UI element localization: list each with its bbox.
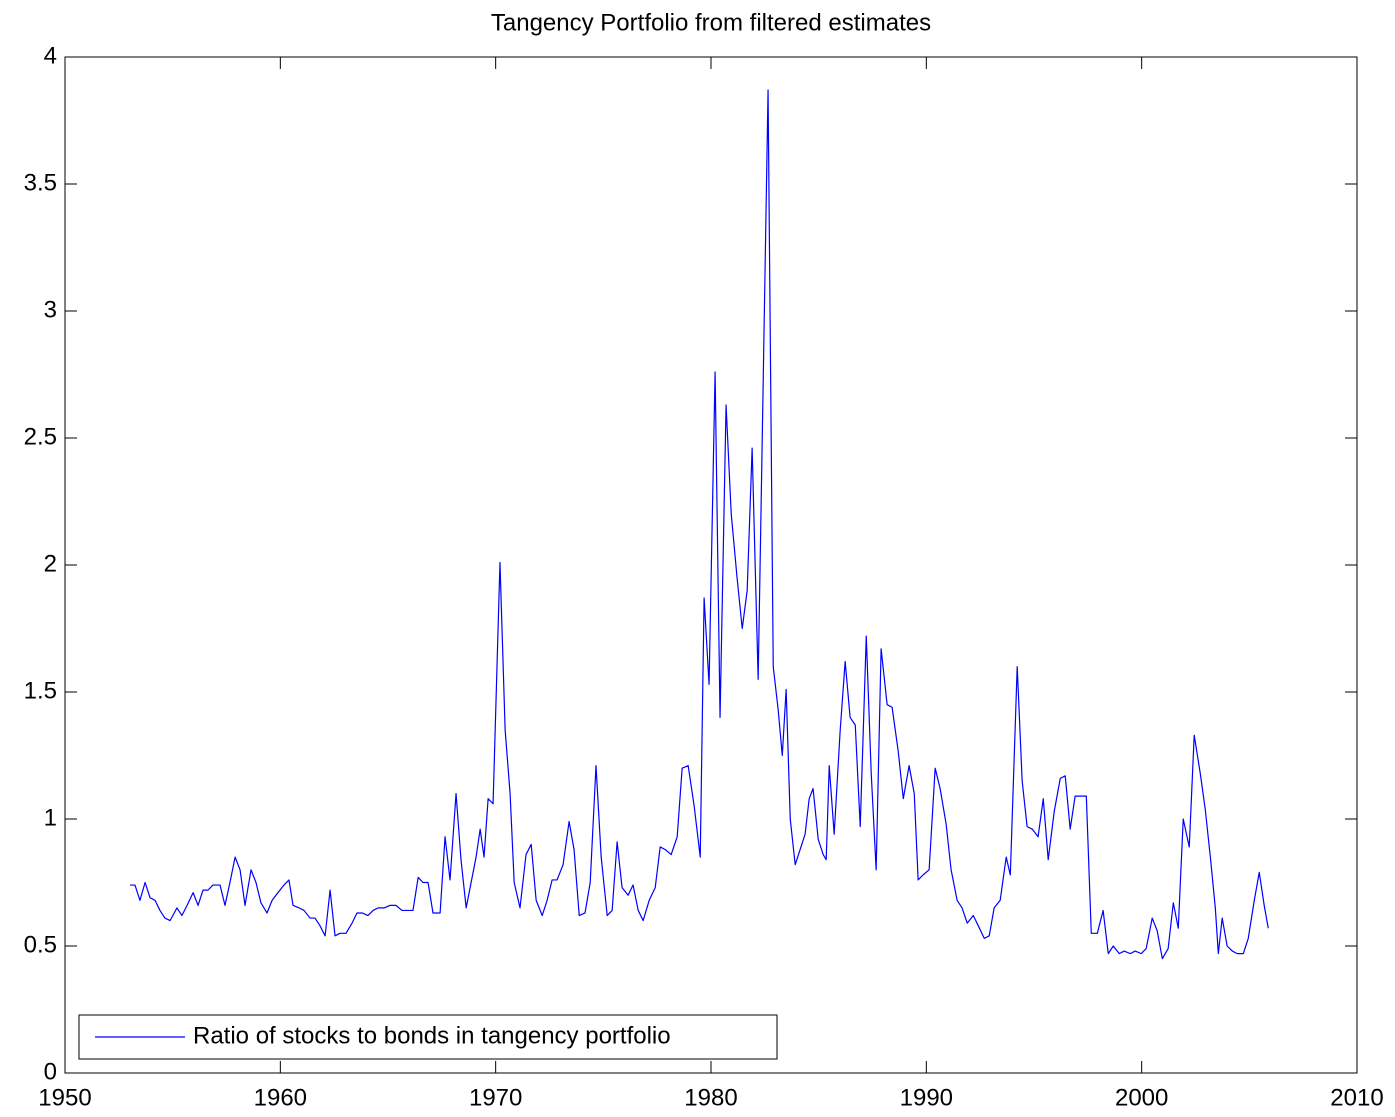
x-tick-label: 1970 xyxy=(469,1084,522,1111)
legend-box xyxy=(78,1014,778,1060)
x-tick-label: 1960 xyxy=(254,1084,307,1111)
x-tick-label: 1990 xyxy=(900,1084,953,1111)
y-tick-label: 0.5 xyxy=(24,931,57,958)
x-tick-label: 1950 xyxy=(38,1084,91,1111)
x-tick-label: 2010 xyxy=(1330,1084,1383,1111)
legend-label: Ratio of stocks to bonds in tangency por… xyxy=(193,1022,671,1049)
plot-frame xyxy=(64,56,1358,1074)
y-tick-label: 3.5 xyxy=(24,169,57,196)
x-tick-label: 1980 xyxy=(684,1084,737,1111)
y-tick-label: 4 xyxy=(44,42,57,69)
y-tick-label: 2 xyxy=(44,550,57,577)
y-tick-label: 1.5 xyxy=(24,677,57,704)
chart-title: Tangency Portfolio from filtered estimat… xyxy=(491,9,931,36)
x-tick-label: 2000 xyxy=(1115,1084,1168,1111)
data-line xyxy=(130,89,1269,960)
y-tick-label: 2.5 xyxy=(24,423,57,450)
y-tick-label: 0 xyxy=(44,1058,57,1085)
y-tick-label: 1 xyxy=(44,804,57,831)
y-tick-label: 3 xyxy=(44,296,57,323)
